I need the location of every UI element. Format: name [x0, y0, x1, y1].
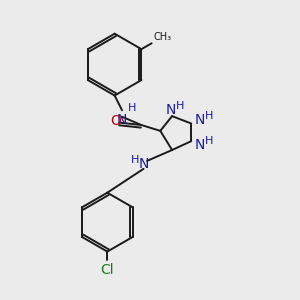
Text: H: H — [130, 155, 139, 165]
Text: H: H — [205, 111, 213, 121]
Text: H: H — [205, 136, 213, 146]
Text: N: N — [165, 103, 176, 117]
Text: N: N — [117, 113, 127, 127]
Text: H: H — [128, 103, 136, 113]
Text: Cl: Cl — [100, 263, 114, 278]
Text: O: O — [110, 114, 121, 128]
Text: CH₃: CH₃ — [153, 32, 171, 42]
Text: H: H — [176, 101, 184, 111]
Text: N: N — [138, 157, 149, 171]
Text: N: N — [194, 113, 205, 127]
Text: N: N — [194, 138, 205, 152]
